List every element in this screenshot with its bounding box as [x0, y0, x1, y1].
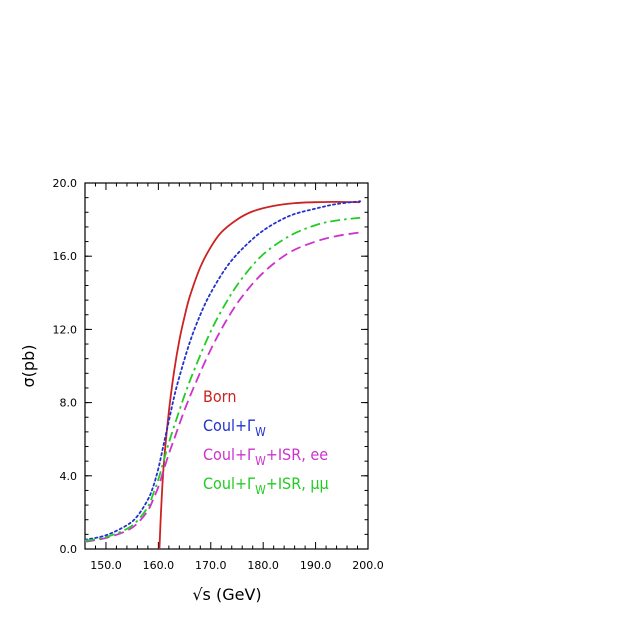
series-line-3 [84, 216, 361, 542]
x-tick-label: 200.0 [352, 559, 384, 572]
plot-axes: 150.0 160.0 170.0 180.0 190.0 200.0 0.0 4.0 8.0 1… [53, 177, 384, 572]
plot-frame [84, 182, 369, 550]
series-line-2 [84, 231, 361, 543]
legend: Born Coul+ΓW Coul+ΓW+ISR, ee Coul+ΓW+ISR, μ… [203, 387, 329, 497]
y-tick-label: 16.0 [53, 250, 78, 263]
y-tick-label: 12.0 [53, 323, 78, 336]
y-tick-label: 20.0 [53, 177, 78, 190]
legend-entry-2: Coul+ΓW+ISR, ee [203, 445, 328, 468]
legend-entry-0: Born [203, 387, 236, 406]
y-tick-label: 4.0 [60, 470, 78, 483]
y-tick-label: 0.0 [60, 543, 78, 556]
series-line-0 [158, 200, 361, 550]
x-tick-label: 160.0 [143, 559, 175, 572]
x-tick-label: 180.0 [247, 559, 279, 572]
x-tick-label: 190.0 [300, 559, 332, 572]
legend-entry-3: Coul+ΓW+ISR, μμ [203, 474, 329, 497]
x-tick-label: 170.0 [195, 559, 227, 572]
x-axis-label: √s (GeV) [192, 585, 261, 604]
series-line-1 [84, 200, 362, 541]
series-layer [84, 200, 362, 550]
y-tick-label: 8.0 [60, 397, 78, 410]
x-tick-label: 150.0 [90, 559, 122, 572]
y-axis-label: σ(pb) [19, 345, 38, 388]
legend-entry-1: Coul+ΓW [203, 416, 266, 439]
